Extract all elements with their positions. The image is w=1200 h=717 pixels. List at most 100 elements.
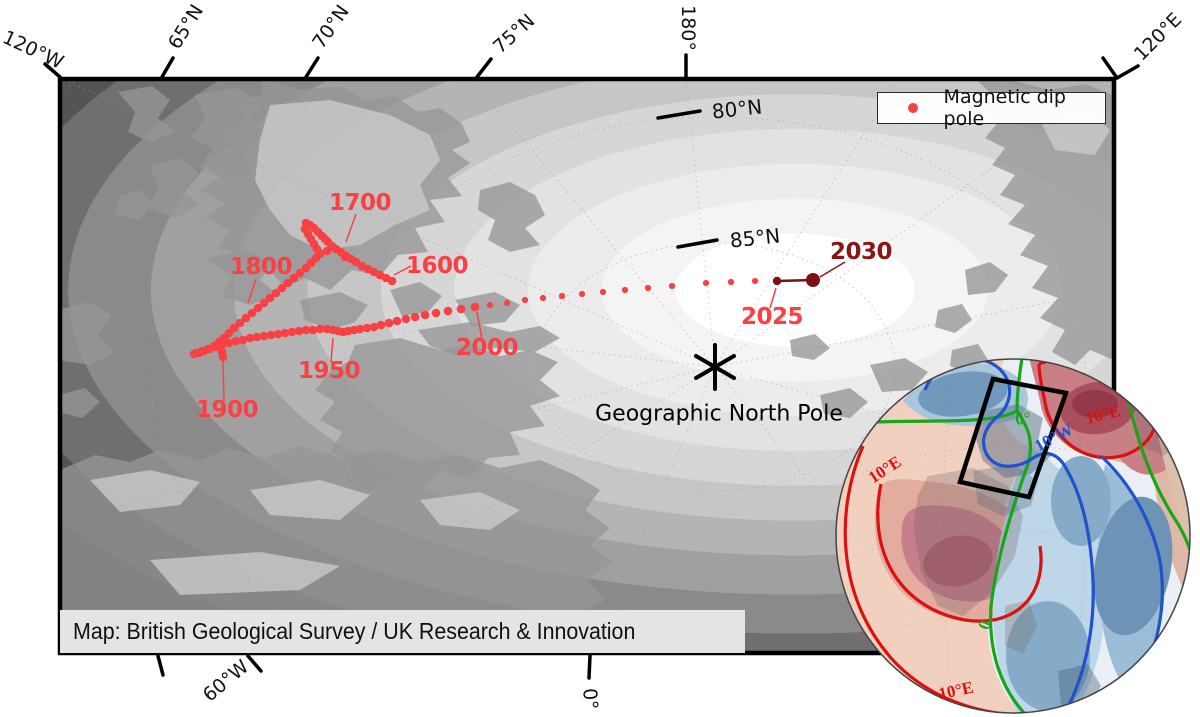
track-dot — [369, 322, 379, 332]
track-dot — [702, 279, 710, 287]
track-dot — [253, 303, 263, 313]
geographic-north-pole-marker — [694, 343, 736, 391]
tick-mark — [160, 56, 175, 79]
track-dot — [521, 296, 529, 304]
track-dot — [644, 284, 652, 292]
tick-mark — [304, 56, 320, 79]
track-dot — [558, 292, 566, 300]
track-dot — [224, 338, 234, 348]
track-dot — [431, 308, 441, 318]
track-dot — [265, 293, 275, 303]
track-dot — [578, 290, 586, 298]
track-dot — [392, 316, 402, 326]
track-dot — [235, 318, 245, 328]
track-dot — [210, 342, 220, 352]
track-dot — [355, 324, 365, 334]
track-dot — [340, 252, 350, 262]
tick-mark — [156, 654, 165, 677]
graticule-meridian — [714, 366, 950, 653]
track-dot — [252, 332, 262, 342]
track-dot — [401, 314, 411, 324]
declination-globe-inset — [835, 358, 1191, 714]
track-dot — [295, 268, 305, 278]
track-dot — [301, 325, 311, 335]
track-dot — [259, 331, 269, 341]
graticule-meridian — [685, 79, 716, 368]
annotation-leader — [247, 278, 257, 304]
track-dot — [277, 283, 287, 293]
annotation-leader — [393, 265, 412, 276]
annotation-leader — [476, 311, 483, 340]
track-dot — [376, 320, 386, 330]
tick-mark — [676, 238, 719, 249]
graticule-parallel — [344, 116, 1086, 618]
track-dot — [241, 313, 251, 323]
track-dot — [294, 326, 304, 336]
contour-label-0: 0° — [1014, 408, 1032, 429]
track-dot — [238, 335, 248, 345]
annotation-leader — [222, 359, 225, 402]
tick-mark — [246, 654, 263, 673]
graticule-meridian — [255, 366, 716, 653]
tick-mark — [475, 57, 493, 79]
track-dot — [218, 352, 228, 362]
dip-pole-track — [189, 213, 846, 402]
year-label-2030: 2030 — [829, 239, 893, 265]
globe-graticule — [847, 365, 1181, 707]
year-label-1800: 1800 — [229, 254, 293, 280]
annotation-leader — [345, 213, 357, 243]
tick-mark — [1115, 64, 1140, 80]
track-dot — [231, 336, 241, 346]
track-dot — [322, 246, 332, 256]
track-dot — [283, 278, 293, 288]
tick-mark — [587, 654, 592, 680]
track-dot-dark — [806, 273, 820, 287]
track-dot — [599, 288, 607, 296]
geographic-pole-label: Geographic North Pole — [595, 401, 843, 427]
year-label-2000: 2000 — [455, 335, 519, 361]
track-dot — [289, 273, 299, 283]
map-credit-text: Map: British Geological Survey / UK Rese… — [73, 618, 636, 644]
track-dot — [751, 277, 759, 285]
track-dot — [271, 288, 281, 298]
asterisk-icon — [694, 354, 736, 380]
axis-label-0: 0° — [578, 687, 602, 711]
axis-label-180: 180° — [677, 5, 699, 51]
legend-label: Magnetic dip pole — [943, 86, 1066, 130]
graticule-meridian — [60, 289, 716, 368]
axis-ticks — [43, 53, 1140, 680]
track-dot — [247, 308, 257, 318]
tick-mark — [656, 109, 702, 120]
annotation-leader — [769, 287, 777, 309]
track-dot — [266, 330, 276, 340]
graticule-meridian — [714, 79, 900, 368]
year-label-1950: 1950 — [297, 358, 361, 384]
track-dot — [280, 328, 290, 338]
map-frame — [57, 76, 1117, 656]
year-label-1600: 1600 — [405, 253, 469, 279]
year-label-1700: 1700 — [328, 190, 392, 216]
annotation-leader — [819, 261, 846, 278]
track-dot — [410, 312, 420, 322]
annotation-leader — [330, 337, 334, 363]
track-dot — [315, 324, 325, 334]
track-dot — [420, 310, 430, 320]
globe-rim — [835, 358, 1191, 714]
track-dot — [727, 278, 735, 286]
legend-dot-icon — [908, 103, 918, 113]
track-dot — [456, 304, 466, 314]
legend: Magnetic dip pole — [877, 86, 1106, 130]
track-dot — [301, 263, 311, 273]
track-dot — [203, 344, 213, 354]
track-dot — [245, 333, 255, 343]
track-dot — [217, 340, 227, 350]
year-label-2025: 2025 — [740, 304, 804, 330]
track-dot — [362, 323, 372, 333]
tick-mark — [43, 62, 62, 79]
track-dot — [503, 299, 511, 307]
track-dot — [486, 301, 494, 309]
graticule-parallel — [534, 242, 896, 492]
tick-mark — [1101, 56, 1119, 80]
